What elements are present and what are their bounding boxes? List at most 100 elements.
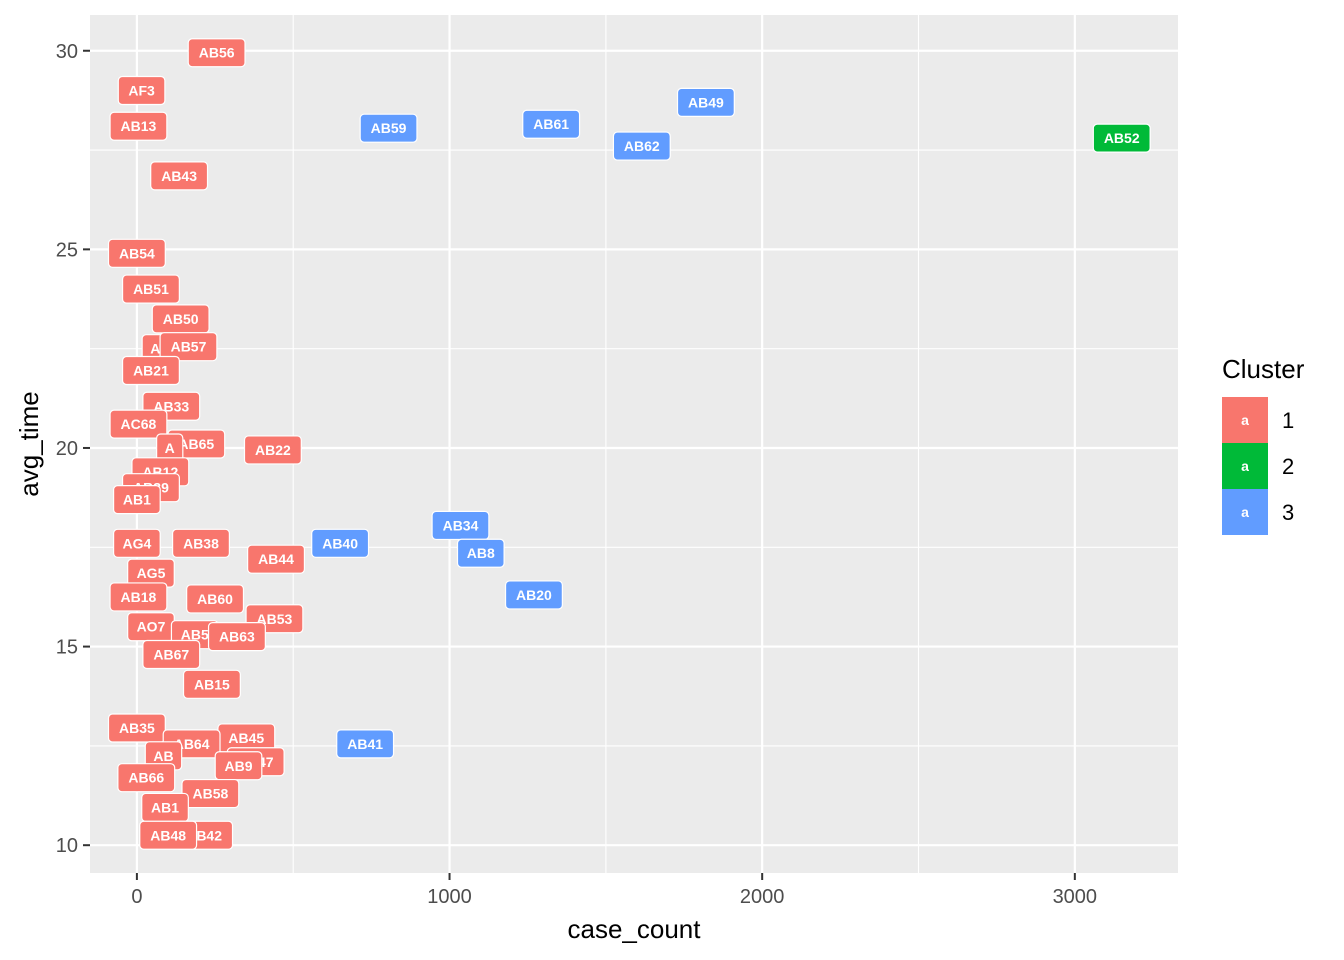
point-label-ab50: AB50: [151, 304, 210, 334]
point-label-text: AB50: [163, 311, 199, 327]
x-tick-label: 3000: [1053, 886, 1098, 908]
point-label-af3: AF3: [117, 75, 166, 106]
point-label-ab8: AB8: [456, 538, 505, 568]
point-label-ab54: AB54: [107, 238, 166, 268]
point-label-box: [159, 332, 218, 362]
point-label-box: [142, 639, 201, 670]
point-label-box: [214, 751, 263, 781]
point-label-text: AC68: [121, 416, 157, 432]
point-label-text: AB67: [153, 647, 189, 663]
point-label-ab56: AB56: [187, 38, 246, 68]
point-label-ao7: AO7: [127, 612, 175, 642]
legend-title: Cluster: [1222, 354, 1305, 384]
point-label-text: AB54: [119, 245, 155, 261]
legend-key-glyph: a: [1241, 504, 1249, 520]
legend-entry-label: 3: [1282, 500, 1294, 525]
point-label-ab48: AB48: [139, 820, 198, 850]
point-label-text: AB60: [197, 591, 233, 607]
point-label-text: AB56: [199, 45, 235, 61]
x-tick-label: 0: [131, 886, 142, 908]
point-label-text: AB65: [178, 436, 214, 452]
point-label-text: AB49: [688, 94, 724, 110]
point-label-ab49: AB49: [676, 87, 735, 117]
point-label-text: AB41: [347, 736, 383, 752]
point-label-text: AG4: [122, 535, 151, 551]
point-label-text: AB57: [171, 339, 207, 355]
point-label-text: AB: [153, 748, 173, 764]
point-label-ab63: AB63: [207, 622, 266, 652]
x-axis-title: case_count: [568, 914, 702, 944]
point-label-text: AB48: [150, 827, 186, 843]
x-tick-label: 2000: [740, 886, 785, 908]
point-label-box: [150, 161, 209, 191]
point-label-text: AB1: [123, 492, 151, 508]
point-label-text: AB38: [183, 535, 219, 551]
point-label-box: [522, 109, 581, 139]
point-label-ab62: AB62: [612, 131, 671, 161]
point-label-text: AB20: [516, 587, 552, 603]
y-tick-label: 10: [56, 835, 78, 857]
y-axis-ticks: 10 15 20 25 30: [56, 41, 90, 857]
legend-key-glyph: a: [1241, 458, 1249, 474]
point-label-box: [359, 113, 418, 143]
point-label-ab57: AB57: [159, 332, 218, 362]
point-label-ab43: AB43: [150, 161, 209, 191]
point-label-text: AB5: [181, 627, 209, 643]
point-label-box: [109, 582, 168, 612]
x-axis-ticks: 0 1000 2000 3000: [131, 873, 1097, 908]
point-label-text: AB34: [443, 517, 479, 533]
point-label-ab60: AB60: [186, 584, 245, 614]
point-label-box: [182, 669, 241, 699]
y-tick-label: 15: [56, 637, 78, 659]
point-label-box: [456, 538, 505, 568]
point-label-box: [109, 111, 168, 141]
point-label-box: [109, 409, 168, 439]
point-label-ag4: AG4: [112, 528, 161, 558]
point-label-ac68: AC68: [109, 409, 168, 439]
point-label-box: [247, 544, 306, 574]
point-label-text: AG5: [137, 565, 166, 581]
point-label-box: [243, 435, 302, 465]
point-label-box: [121, 274, 180, 304]
point-label-text: AB9: [224, 758, 252, 774]
y-axis-title: avg_time: [14, 391, 44, 497]
point-label-text: AB61: [533, 116, 569, 132]
legend-entry-label: 2: [1282, 454, 1294, 479]
point-label-text: AB15: [194, 676, 230, 692]
point-label-text: AB43: [161, 168, 197, 184]
point-label-text: AB51: [133, 281, 169, 297]
point-label-text: AB53: [257, 611, 293, 627]
point-label-box: [121, 355, 180, 386]
point-label-ab67: AB67: [142, 639, 201, 670]
point-label-box: [187, 38, 246, 68]
point-label-ab1: AB1: [141, 792, 189, 823]
point-label-text: AB66: [128, 770, 164, 786]
point-label-text: AB64: [174, 736, 210, 752]
point-label-text: AB18: [121, 589, 157, 605]
point-label-text: AB63: [219, 629, 255, 645]
point-label-box: [139, 820, 198, 850]
point-label-box: [311, 528, 370, 558]
legend-entry-label: 1: [1282, 408, 1294, 433]
point-label-box: [107, 238, 166, 268]
point-label-ab9: AB9: [214, 751, 263, 781]
point-label-ab20: AB20: [504, 580, 563, 610]
point-label-ab40: AB40: [311, 528, 370, 558]
point-label-ab61: AB61: [522, 109, 581, 139]
point-label-text: AB8: [467, 545, 495, 561]
point-label-box: [112, 528, 161, 558]
point-label-ab44: AB44: [247, 544, 306, 574]
point-label-ab35: AB35: [107, 713, 166, 743]
x-tick-label: 1000: [427, 886, 472, 908]
point-label-text: AB21: [133, 363, 169, 379]
point-label-text: AF3: [128, 82, 155, 98]
legend-key-swatch: [1222, 397, 1268, 443]
point-label-ab66: AB66: [117, 763, 176, 793]
point-label-text: AB44: [258, 551, 294, 567]
point-label-ab41: AB41: [336, 729, 395, 759]
point-label-a: A: [156, 433, 184, 463]
point-label-ab52: AB52: [1092, 123, 1151, 153]
point-label-box: [504, 580, 563, 610]
point-label-box: [117, 763, 176, 793]
